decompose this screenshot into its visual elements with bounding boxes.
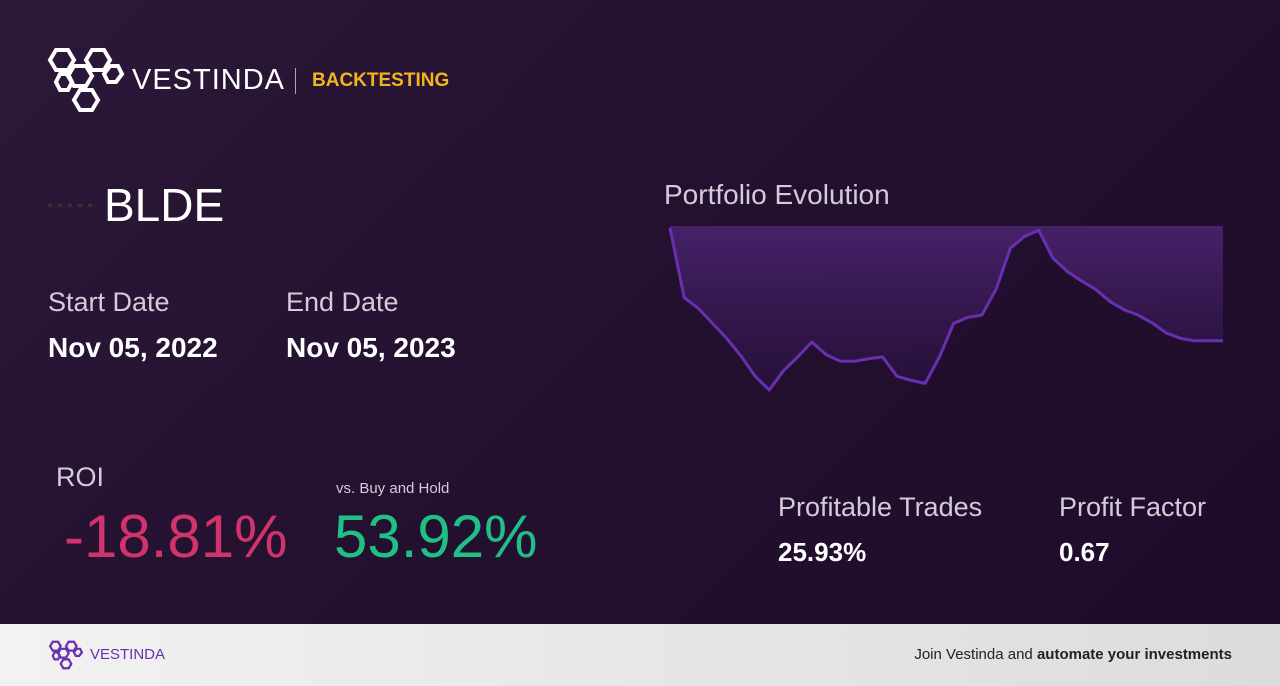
ticker: BLDE <box>104 179 225 231</box>
logo <box>47 48 125 112</box>
trades-value: 25.93% <box>778 537 867 567</box>
compare-label: vs. Buy and Hold <box>336 480 450 497</box>
roi-value: -18.81% <box>64 503 288 570</box>
footer-logo <box>48 640 84 670</box>
end-label: End Date <box>286 287 399 317</box>
compare-value: 53.92% <box>334 503 538 570</box>
factor-value: 0.67 <box>1059 537 1110 567</box>
start-label: Start Date <box>48 287 170 317</box>
end-value: Nov 05, 2023 <box>286 332 456 363</box>
ticker-icon <box>48 204 98 207</box>
footer-text: Join Vestinda and <box>914 646 1033 663</box>
roi-label: ROI <box>56 462 105 492</box>
footer: VESTINDA Join Vestinda and automate your… <box>0 624 1280 686</box>
section: BACKTESTING <box>312 70 450 91</box>
footer-emphasis: automate your investments <box>1036 646 1232 663</box>
factor-label: Profit Factor <box>1059 492 1207 522</box>
trades-label: Profitable Trades <box>778 492 983 522</box>
start-value: Nov 05, 2022 <box>48 332 218 363</box>
chart-title: Portfolio Evolution <box>664 179 890 210</box>
divider <box>295 68 296 94</box>
line <box>668 227 1223 392</box>
chart <box>668 226 1223 392</box>
area <box>670 226 1223 390</box>
brand: VESTINDA <box>132 64 286 96</box>
footer-cta: Join Vestinda and automate your investme… <box>914 646 1232 663</box>
footer-brand: VESTINDA <box>90 646 166 663</box>
